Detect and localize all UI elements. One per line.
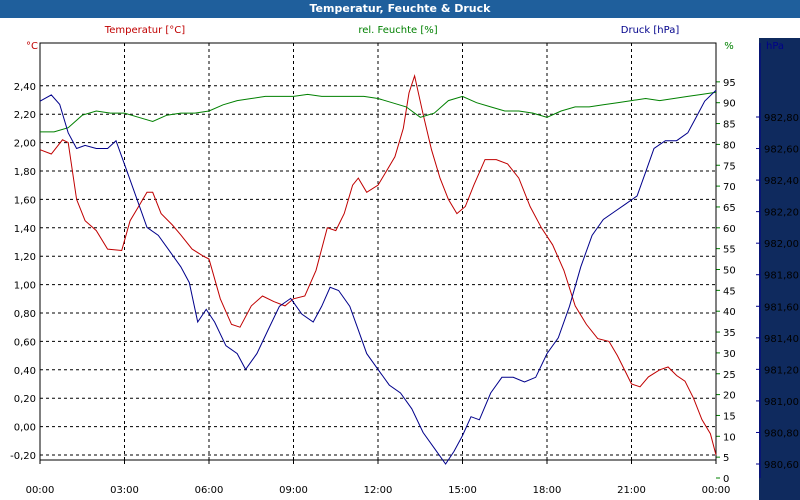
humidity-tick-label: 80 (723, 140, 736, 151)
pressure-axis-title: Druck [hPa] (621, 25, 680, 36)
series-group (39, 74, 717, 465)
temperature-tick-label: 1,60 (14, 195, 36, 206)
pressure-tick-label: 982,20 (764, 208, 799, 219)
temperature-tick-label: 2,20 (14, 110, 36, 121)
x-tick-label-time: 09:00 (279, 485, 308, 496)
humidity-tick-label: 25 (723, 370, 736, 381)
temperature-tick-label: 1,20 (14, 252, 36, 263)
humidity-unit-label: % (724, 41, 734, 52)
temperature-tick-label: 0,20 (14, 394, 36, 405)
humidity-tick-label: 30 (723, 349, 736, 360)
x-tick-label-time: 15:00 (448, 485, 477, 496)
humidity-tick-label: 15 (723, 411, 736, 422)
temperature-tick-label: 0,00 (14, 423, 36, 434)
temperature-tick-label: 2,40 (14, 82, 36, 93)
pressure-tick-label: 982,80 (764, 113, 799, 124)
temperature-tick-label: 2,00 (14, 139, 36, 150)
axis-labels: 00:0009.12.2203:0009.12.2206:0009.12.220… (10, 78, 799, 500)
temperature-tick-label: -0,20 (10, 451, 36, 462)
plot-frame (39, 42, 717, 461)
pressure-tick-label: 982,40 (764, 176, 799, 187)
temperature-tick-label: 1,80 (14, 167, 36, 178)
pressure-tick-label: 981,00 (764, 397, 799, 408)
pressure-tick-label: 982,60 (764, 145, 799, 156)
humidity-tick-label: 35 (723, 328, 736, 339)
x-tick-label-time: 03:00 (110, 485, 139, 496)
humidity-tick-label: 40 (723, 307, 736, 318)
pressure-tick-label: 981,60 (764, 302, 799, 313)
chart: 00:0009.12.2203:0009.12.2206:0009.12.220… (0, 18, 800, 500)
humidity-tick-label: 95 (723, 78, 736, 89)
humidity-tick-label: 85 (723, 120, 736, 131)
pressure-tick-label: 981,80 (764, 271, 799, 282)
temperature-axis-title: Temperatur [°C] (104, 25, 185, 36)
right-band (759, 38, 800, 500)
pressure-tick-label: 981,20 (764, 365, 799, 376)
x-tick-label-time: 06:00 (195, 485, 224, 496)
humidity-tick-label: 50 (723, 266, 736, 277)
chart-title: Temperatur, Feuchte & Druck (0, 0, 800, 18)
pressure-tick-label: 980,80 (764, 428, 799, 439)
x-tick-label-time: 00:00 (702, 485, 731, 496)
temperature-tick-label: 0,40 (14, 366, 36, 377)
x-tick-label-time: 00:00 (26, 485, 55, 496)
humidity-axis-title: rel. Feuchte [%] (358, 25, 437, 36)
humidity-tick-label: 70 (723, 182, 736, 193)
temperature-tick-label: 0,60 (14, 337, 36, 348)
temperature-tick-label: 1,00 (14, 281, 36, 292)
temperature-unit-label: °C (26, 41, 38, 52)
pressure-tick-label: 981,40 (764, 334, 799, 345)
humidity-tick-label: 65 (723, 203, 736, 214)
x-tick-label-time: 21:00 (617, 485, 646, 496)
chart-background (0, 18, 800, 500)
x-tick-label-time: 18:00 (533, 485, 562, 496)
humidity-tick-label: 90 (723, 99, 736, 110)
humidity-tick-label: 55 (723, 245, 736, 256)
temperature-tick-label: 0,80 (14, 309, 36, 320)
humidity-tick-label: 0 (723, 474, 729, 485)
humidity-tick-label: 20 (723, 391, 736, 402)
humidity-tick-label: 10 (723, 432, 736, 443)
humidity-tick-label: 5 (723, 453, 729, 464)
x-tick-label-time: 12:00 (364, 485, 393, 496)
series-line-temperature (39, 74, 717, 456)
series-line-humidity (40, 91, 717, 133)
pressure-tick-label: 982,00 (764, 239, 799, 250)
pressure-unit-label: hPa (766, 41, 784, 52)
humidity-tick-label: 75 (723, 161, 736, 172)
humidity-tick-label: 45 (723, 286, 736, 297)
series-line-pressure (39, 89, 717, 465)
temperature-tick-label: 1,40 (14, 224, 36, 235)
pressure-tick-label: 980,60 (764, 460, 799, 471)
humidity-tick-label: 60 (723, 224, 736, 235)
